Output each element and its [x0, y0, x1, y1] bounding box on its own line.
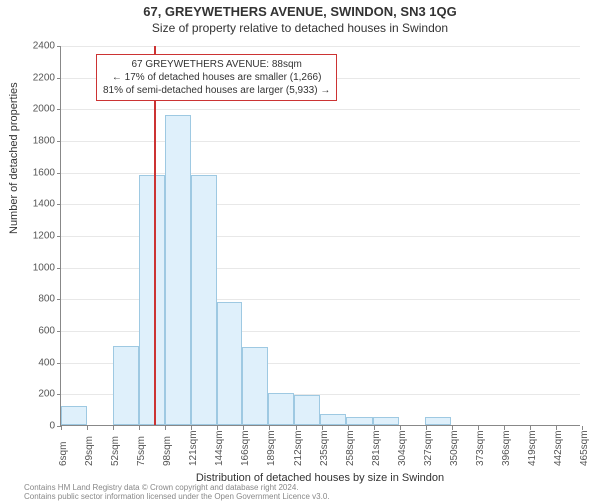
xtick-mark — [191, 426, 192, 430]
ytick-label: 2200 — [15, 72, 55, 83]
title-line-2: Size of property relative to detached ho… — [0, 21, 600, 35]
ytick-label: 0 — [15, 421, 55, 432]
ytick-label: 1400 — [15, 199, 55, 210]
xtick-mark — [452, 426, 453, 430]
xtick-label: 442sqm — [553, 430, 564, 466]
xtick-mark — [322, 426, 323, 430]
histogram-bar — [61, 406, 87, 425]
histogram-bar — [191, 175, 217, 425]
xtick-mark — [400, 426, 401, 430]
info-box-line: 67 GREYWETHERS AVENUE: 88sqm — [103, 58, 330, 71]
footer-line-1: Contains HM Land Registry data © Crown c… — [24, 483, 330, 493]
xtick-label: 281sqm — [371, 430, 382, 466]
histogram-bar — [217, 302, 242, 426]
info-box: 67 GREYWETHERS AVENUE: 88sqm← 17% of det… — [96, 54, 337, 101]
ytick-mark — [57, 331, 61, 332]
histogram-bar — [346, 417, 372, 425]
histogram-bar — [294, 395, 320, 425]
xtick-label: 373sqm — [475, 430, 486, 466]
ytick-mark — [57, 204, 61, 205]
histogram-bar — [242, 347, 268, 425]
chart-area: 0200400600800100012001400160018002000220… — [60, 46, 580, 426]
ytick-label: 600 — [15, 326, 55, 337]
xtick-label: 350sqm — [449, 430, 460, 466]
xtick-label: 327sqm — [423, 430, 434, 466]
xtick-label: 212sqm — [293, 430, 304, 466]
ytick-label: 1000 — [15, 262, 55, 273]
xtick-mark — [113, 426, 114, 430]
histogram-bar — [268, 393, 294, 425]
xtick-mark — [269, 426, 270, 430]
xtick-mark — [478, 426, 479, 430]
ytick-label: 200 — [15, 389, 55, 400]
xtick-mark — [139, 426, 140, 430]
xtick-label: 419sqm — [527, 430, 538, 466]
xtick-mark — [374, 426, 375, 430]
ytick-mark — [57, 109, 61, 110]
xtick-label: 144sqm — [214, 430, 225, 466]
xtick-label: 6sqm — [58, 442, 69, 466]
gridline-h — [61, 141, 580, 142]
histogram-bar — [165, 115, 191, 425]
ytick-label: 1200 — [15, 231, 55, 242]
ytick-label: 800 — [15, 294, 55, 305]
histogram-bar — [139, 175, 165, 425]
ytick-mark — [57, 363, 61, 364]
xtick-label: 465sqm — [579, 430, 590, 466]
histogram-bar — [373, 417, 399, 425]
gridline-h — [61, 46, 580, 47]
xtick-mark — [61, 426, 62, 430]
ytick-mark — [57, 394, 61, 395]
xtick-mark — [426, 426, 427, 430]
ytick-mark — [57, 141, 61, 142]
gridline-h — [61, 109, 580, 110]
xtick-label: 166sqm — [240, 430, 251, 466]
xtick-mark — [530, 426, 531, 430]
xtick-mark — [165, 426, 166, 430]
info-box-line: 81% of semi-detached houses are larger (… — [103, 84, 330, 97]
ytick-label: 1800 — [15, 136, 55, 147]
xtick-label: 235sqm — [319, 430, 330, 466]
histogram-bar — [320, 414, 346, 425]
xtick-label: 189sqm — [266, 430, 277, 466]
title-line-1: 67, GREYWETHERS AVENUE, SWINDON, SN3 1QG — [0, 4, 600, 19]
xtick-mark — [556, 426, 557, 430]
ytick-mark — [57, 236, 61, 237]
xtick-mark — [582, 426, 583, 430]
plot-region: 0200400600800100012001400160018002000220… — [60, 46, 580, 426]
xtick-label: 52sqm — [110, 436, 121, 466]
xtick-mark — [504, 426, 505, 430]
ytick-label: 2000 — [15, 104, 55, 115]
ytick-label: 1600 — [15, 167, 55, 178]
xtick-mark — [348, 426, 349, 430]
xtick-mark — [87, 426, 88, 430]
xtick-label: 75sqm — [136, 436, 147, 466]
xtick-label: 29sqm — [84, 436, 95, 466]
xtick-mark — [296, 426, 297, 430]
xtick-mark — [217, 426, 218, 430]
marker-line — [154, 46, 156, 425]
ytick-label: 400 — [15, 357, 55, 368]
ytick-mark — [57, 78, 61, 79]
ytick-mark — [57, 299, 61, 300]
ytick-mark — [57, 268, 61, 269]
ytick-mark — [57, 46, 61, 47]
xtick-label: 98sqm — [162, 436, 173, 466]
gridline-h — [61, 173, 580, 174]
xtick-label: 396sqm — [501, 430, 512, 466]
ytick-mark — [57, 173, 61, 174]
xtick-label: 121sqm — [188, 430, 199, 466]
histogram-bar — [425, 417, 451, 425]
xtick-label: 258sqm — [345, 430, 356, 466]
histogram-bar — [113, 346, 139, 425]
xtick-label: 304sqm — [397, 430, 408, 466]
info-box-line: ← 17% of detached houses are smaller (1,… — [103, 71, 330, 84]
xtick-mark — [243, 426, 244, 430]
footer-attribution: Contains HM Land Registry data © Crown c… — [24, 483, 330, 502]
ytick-label: 2400 — [15, 41, 55, 52]
footer-line-2: Contains public sector information licen… — [24, 492, 330, 502]
